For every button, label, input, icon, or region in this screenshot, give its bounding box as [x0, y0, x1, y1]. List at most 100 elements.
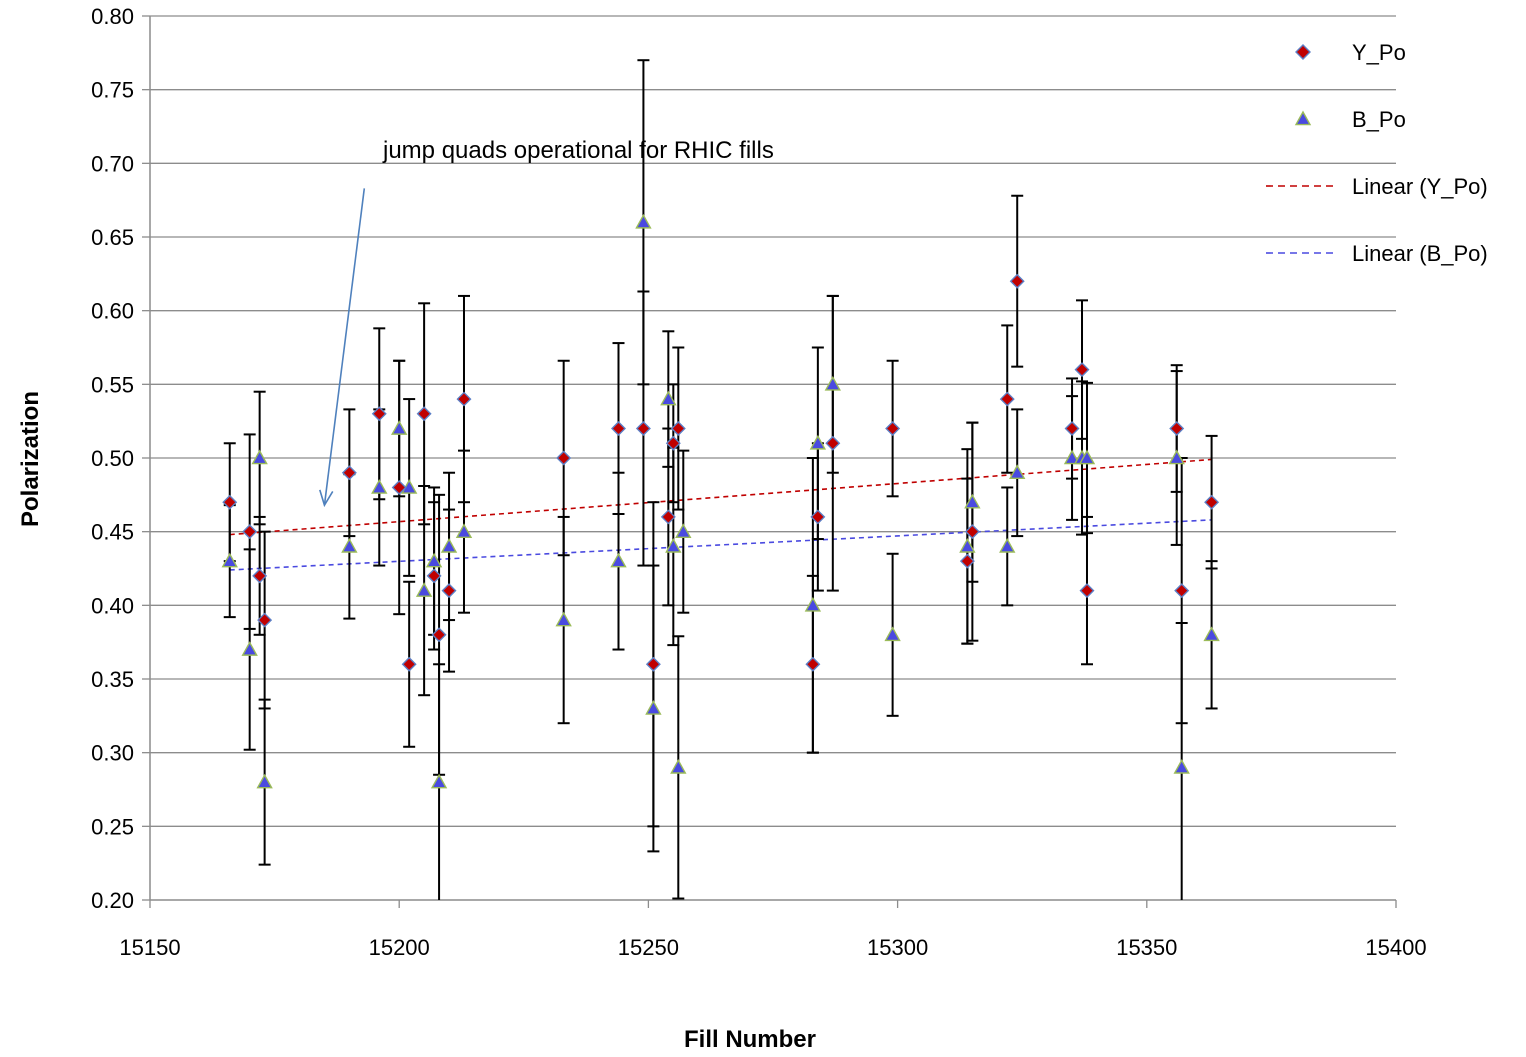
data-point-b-po: [256, 773, 273, 789]
data-point-y-po: [456, 391, 472, 407]
x-tick-label: 15150: [119, 935, 180, 960]
y-tick-label: 0.45: [91, 520, 134, 545]
y-tick-label: 0.20: [91, 888, 134, 913]
y-tick-label: 0.65: [91, 225, 134, 250]
data-point-y-po: [1174, 583, 1190, 599]
data-point-y-po: [825, 435, 841, 451]
legend-marker-y-po: [1295, 44, 1311, 60]
data-point-y-po: [252, 568, 268, 584]
data-point-y-po: [999, 391, 1015, 407]
data-point-b-po: [999, 537, 1016, 553]
data-point-b-po: [964, 493, 981, 509]
legend: Y_Po B_Po Linear (Y_Po) Linear (B_Po): [1266, 40, 1488, 266]
data-point-y-po: [391, 479, 407, 495]
legend-item: Linear (B_Po): [1266, 241, 1488, 266]
y-tick-label: 0.50: [91, 446, 134, 471]
legend-item: Linear (Y_Po): [1266, 174, 1488, 199]
x-tick-label: 15350: [1116, 935, 1177, 960]
axes: 0.20 0.25 0.30 0.35 0.40 0.45 0.50 0.55 0.60 0.65…: [91, 4, 1426, 960]
data-point-b-po: [425, 552, 443, 568]
data-point-b-po: [804, 596, 822, 612]
data-point-b-po: [440, 537, 458, 553]
data-point-b-po: [884, 626, 901, 642]
data-points: [221, 213, 1220, 789]
annotation-arrow: [323, 188, 366, 506]
data-point-y-po: [401, 656, 417, 672]
data-point-b-po: [635, 213, 652, 229]
data-point-y-po: [1009, 273, 1025, 289]
data-point-y-po: [416, 406, 432, 422]
data-point-y-po: [670, 421, 686, 437]
y-tick-label: 0.55: [91, 372, 134, 397]
data-point-y-po: [341, 465, 357, 481]
data-point-y-po: [1079, 583, 1095, 599]
x-tick-label: 15300: [867, 935, 928, 960]
data-point-y-po: [242, 524, 258, 540]
data-point-b-po: [675, 523, 692, 538]
data-point-y-po: [222, 494, 238, 510]
y-tick-label: 0.60: [91, 299, 134, 324]
legend-item: B_Po: [1294, 107, 1406, 132]
data-point-b-po: [1168, 449, 1185, 465]
data-point-b-po: [430, 773, 448, 789]
data-point-b-po: [221, 552, 238, 568]
data-point-y-po: [810, 509, 826, 525]
data-point-b-po: [809, 434, 827, 450]
legend-label: B_Po: [1352, 107, 1406, 132]
data-point-b-po: [645, 700, 662, 715]
data-point-b-po: [251, 449, 268, 465]
data-point-b-po: [555, 611, 572, 627]
trendline: [229, 458, 1212, 536]
y-tick-label: 0.40: [91, 593, 134, 618]
data-point-y-po: [964, 524, 980, 540]
x-tick-label: 15400: [1365, 935, 1426, 960]
x-tick-label: 15250: [618, 935, 679, 960]
data-point-y-po: [885, 421, 901, 437]
data-point-y-po: [805, 656, 821, 672]
data-point-b-po: [455, 523, 473, 538]
data-point-y-po: [1169, 421, 1185, 437]
data-point-y-po: [441, 583, 457, 599]
data-point-y-po: [959, 553, 975, 569]
data-point-b-po: [1078, 449, 1096, 465]
data-point-b-po: [371, 479, 388, 494]
gridlines: [150, 15, 1396, 827]
data-point-y-po: [665, 435, 681, 451]
legend-label: Linear (B_Po): [1352, 241, 1488, 266]
legend-label: Y_Po: [1352, 40, 1406, 65]
data-point-b-po: [415, 582, 433, 597]
data-point-b-po: [341, 537, 358, 553]
data-point-y-po: [611, 421, 626, 437]
data-point-b-po: [665, 537, 682, 553]
data-point-b-po: [1203, 626, 1220, 642]
data-point-y-po: [1064, 421, 1080, 437]
data-point-y-po: [426, 568, 442, 584]
data-point-b-po: [660, 390, 677, 406]
legend-item: Y_Po: [1295, 40, 1406, 65]
data-point-b-po: [1009, 464, 1026, 480]
data-point-b-po: [1063, 449, 1081, 465]
data-point-y-po: [635, 421, 651, 437]
annotations: jump quads operational for RHIC fills: [319, 137, 774, 508]
data-point-b-po: [959, 537, 976, 553]
y-tick-label: 0.25: [91, 814, 134, 839]
data-point-b-po: [241, 641, 258, 656]
y-tick-label: 0.70: [91, 151, 134, 176]
y-tick-label: 0.80: [91, 4, 134, 29]
trendline: [229, 519, 1212, 571]
y-tick-label: 0.35: [91, 667, 134, 692]
data-point-y-po: [660, 509, 676, 525]
legend-marker-b-po: [1294, 110, 1312, 126]
x-tick-label: 15200: [369, 935, 430, 960]
data-point-y-po: [431, 627, 447, 643]
data-point-y-po: [645, 656, 661, 672]
annotation-arrowhead: [319, 489, 334, 508]
data-point-y-po: [257, 612, 273, 628]
x-axis-title: Fill Number: [684, 1026, 816, 1052]
data-point-y-po: [1204, 494, 1220, 510]
data-point-y-po: [556, 450, 572, 466]
data-point-y-po: [1074, 362, 1090, 378]
data-point-b-po: [391, 420, 408, 435]
